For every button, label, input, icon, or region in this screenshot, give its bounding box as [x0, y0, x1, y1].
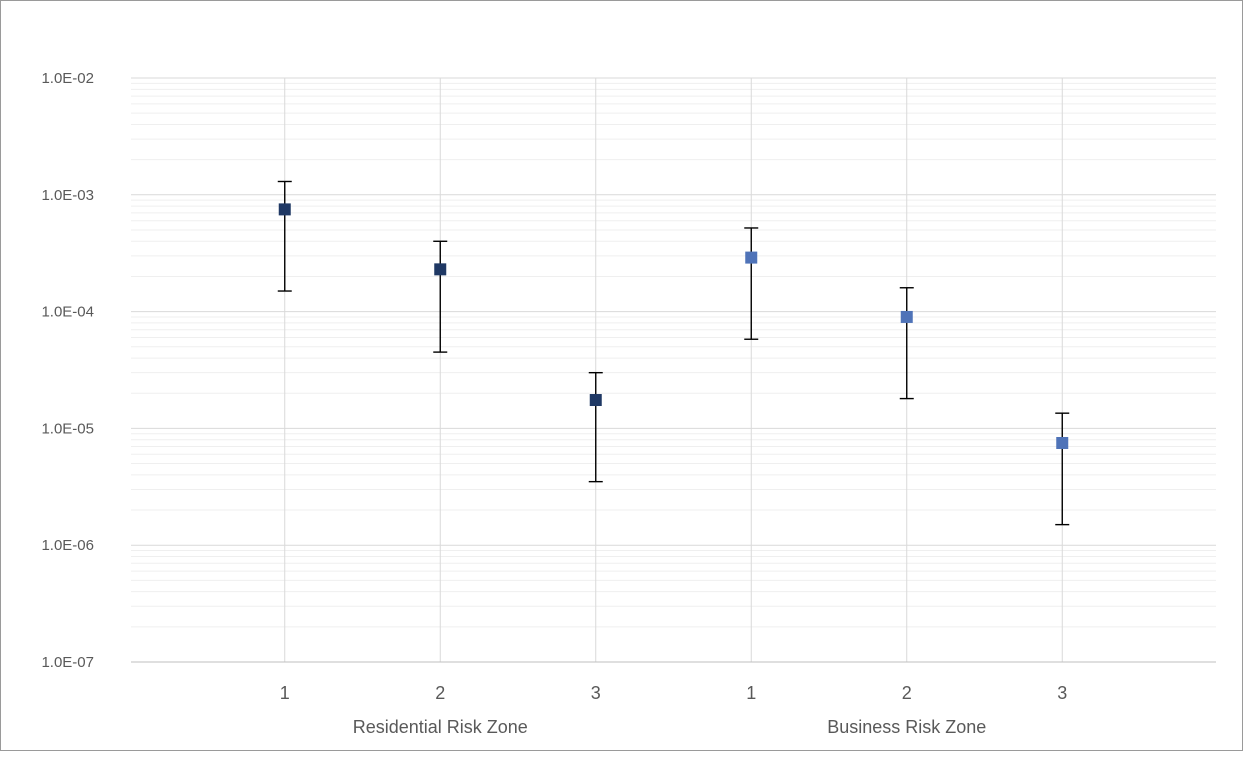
error-bars: [277, 180, 1070, 526]
group-label: Residential Risk Zone: [353, 717, 528, 737]
x-tick-label: 1: [280, 683, 290, 703]
y-tick-label: 1.0E-03: [41, 187, 94, 204]
x-tick-label: 1: [746, 683, 756, 703]
data-point: [589, 394, 602, 407]
data-point: [434, 263, 447, 276]
x-tick-label: 2: [902, 683, 912, 703]
minor-gridlines: [131, 82, 1216, 628]
y-tick-label: 1.0E-04: [41, 304, 94, 321]
data-point: [745, 251, 758, 264]
data-point: [278, 203, 291, 216]
x-tick-label: 3: [591, 683, 601, 703]
data-point: [900, 310, 913, 323]
x-axis-group-labels: Residential Risk Zone Business Risk Zone: [353, 717, 987, 737]
vertical-gridlines: [284, 78, 1063, 662]
x-axis-tick-labels: 1 2 3 1 2 3: [280, 683, 1068, 703]
y-tick-label: 1.0E-02: [41, 70, 94, 87]
y-tick-label: 1.0E-05: [41, 420, 94, 437]
y-tick-label: 1.0E-06: [41, 537, 94, 554]
data-point: [1056, 436, 1069, 449]
x-tick-label: 2: [435, 683, 445, 703]
y-tick-label: 1.0E-07: [41, 654, 94, 671]
data-points: [278, 203, 1069, 449]
y-axis-tick-labels: 1.0E-02 1.0E-03 1.0E-04 1.0E-05 1.0E-06 1.0E-…: [41, 70, 94, 671]
group-label: Business Risk Zone: [827, 717, 986, 737]
major-gridlines: [131, 77, 1216, 546]
x-tick-label: 3: [1057, 683, 1067, 703]
